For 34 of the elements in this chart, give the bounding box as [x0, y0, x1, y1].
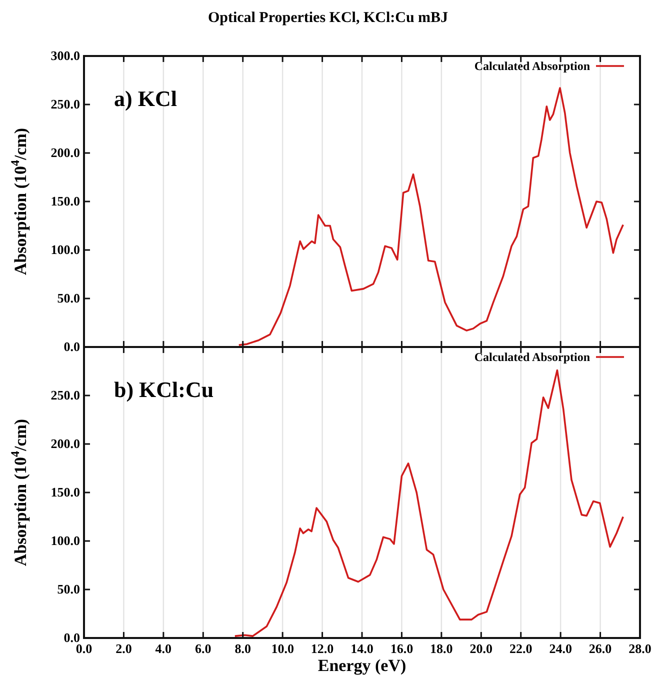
x-tick-label: 2.0 [116, 641, 132, 656]
y-tick-label: 100.0 [50, 242, 80, 257]
line-series [238, 87, 624, 346]
y-tick-label: 250.0 [50, 388, 80, 402]
x-tick-label: 12.0 [310, 641, 334, 656]
y-tick-label: 50.0 [57, 290, 80, 306]
x-axis-title: Energy (eV) [318, 656, 406, 675]
annotation: b) KCl:Cu [114, 377, 214, 402]
x-tick-label: 16.0 [390, 641, 414, 656]
y-tick-label: 200.0 [50, 436, 80, 451]
y-tick-label: 150.0 [50, 484, 80, 500]
x-tick-label: 6.0 [195, 641, 212, 656]
x-tick-label: 24.0 [549, 641, 572, 656]
x-tick-label: 4.0 [155, 641, 172, 656]
line-series [234, 369, 624, 637]
x-tick-label: 26.0 [588, 641, 612, 656]
x-tick-label: 22.0 [509, 641, 532, 656]
chart-title: Optical Properties KCl, KCl:Cu mBJ [208, 10, 449, 26]
legend-label: Calculated Absorption [474, 350, 590, 364]
x-tick-label: 10.0 [271, 641, 294, 656]
x-tick-label: 20.0 [470, 641, 493, 656]
y-tick-label: 250.0 [50, 96, 80, 112]
y-tick-label: 100.0 [50, 533, 80, 548]
y-tick-label: 50.0 [57, 582, 80, 596]
y-tick-label: 300.0 [50, 48, 80, 63]
y-tick-label: 200.0 [50, 145, 80, 160]
x-tick-label: 8.0 [234, 641, 251, 656]
x-tick-label: 14.0 [350, 641, 374, 656]
y-tick-label: 150.0 [50, 194, 80, 208]
annotation: a) KCl [114, 86, 177, 111]
x-tick-label: 28.0 [628, 641, 652, 656]
y-tick-label: 0.0 [64, 339, 80, 354]
x-tick-label: 18.0 [430, 641, 453, 656]
legend-label: Calculated Absorption [474, 59, 590, 73]
